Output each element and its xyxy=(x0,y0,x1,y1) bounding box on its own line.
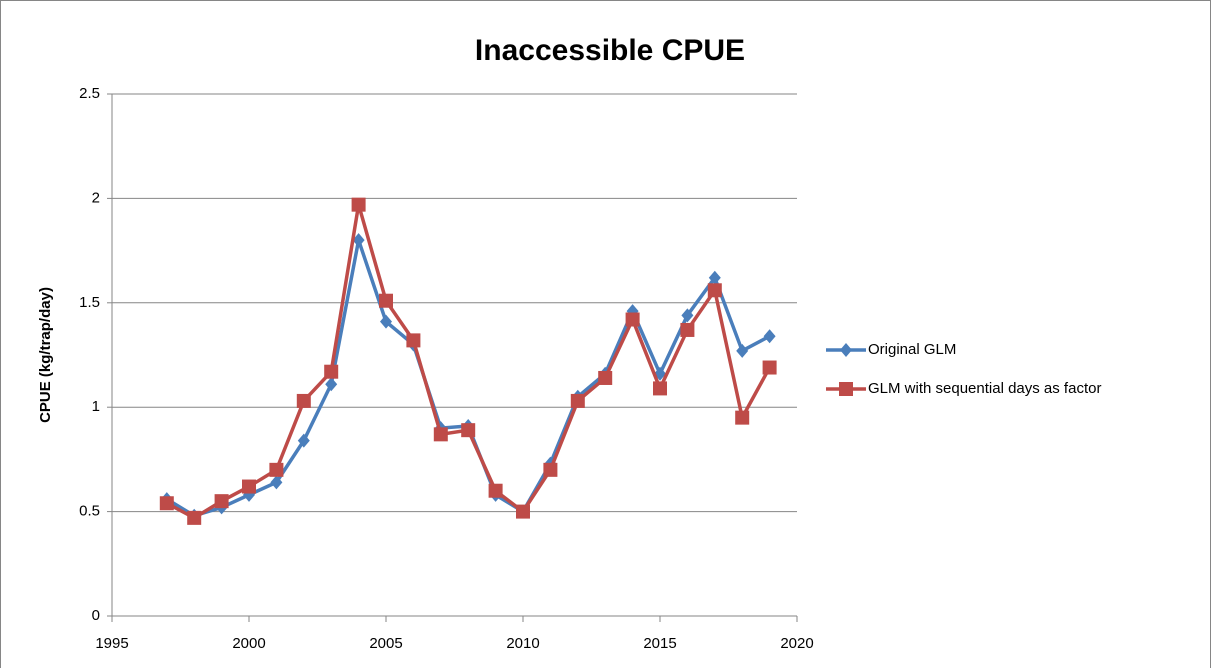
y-tick-label: 2.5 xyxy=(79,85,100,102)
data-point xyxy=(380,314,392,329)
data-point xyxy=(762,360,777,375)
legend-label: GLM with sequential days as factor xyxy=(868,380,1101,397)
y-tick-label: 0 xyxy=(92,607,100,624)
data-point xyxy=(681,308,694,323)
x-tick-label: 2015 xyxy=(643,635,676,652)
data-point xyxy=(763,329,776,344)
data-point xyxy=(653,381,667,396)
data-point xyxy=(708,270,721,285)
data-point xyxy=(352,233,365,248)
data-point xyxy=(735,410,750,425)
data-point xyxy=(242,479,256,494)
data-point xyxy=(297,433,310,448)
data-point xyxy=(543,462,558,477)
data-point xyxy=(680,322,695,337)
data-point xyxy=(625,312,640,327)
data-point xyxy=(598,370,613,385)
data-point xyxy=(324,364,339,379)
data-point xyxy=(516,504,530,519)
data-point xyxy=(406,333,421,348)
data-point xyxy=(488,483,503,498)
data-point xyxy=(379,293,393,308)
x-tick-label: 2010 xyxy=(506,635,539,652)
data-point xyxy=(570,393,585,408)
data-point xyxy=(351,197,366,212)
x-tick-label: 2020 xyxy=(780,635,813,652)
y-tick-label: 1 xyxy=(92,398,100,415)
x-tick-label: 2005 xyxy=(369,635,402,652)
data-point xyxy=(325,377,338,392)
legend-label: Original GLM xyxy=(868,341,956,358)
chart-title: Inaccessible CPUE xyxy=(475,34,745,67)
legend-marker xyxy=(840,343,852,357)
legend-marker xyxy=(839,382,853,396)
y-tick-label: 2 xyxy=(92,189,100,206)
data-point xyxy=(461,423,476,438)
y-axis-label: CPUE (kg/trap/day) xyxy=(37,287,54,423)
data-point xyxy=(269,462,284,477)
x-tick-label: 2000 xyxy=(232,635,265,652)
x-tick-label: 1995 xyxy=(95,635,128,652)
data-point xyxy=(270,475,283,490)
data-point xyxy=(187,510,202,525)
data-point xyxy=(296,393,311,408)
data-point xyxy=(707,283,722,298)
y-tick-label: 0.5 xyxy=(79,503,100,520)
data-point xyxy=(736,343,749,358)
data-point xyxy=(159,496,174,511)
data-point xyxy=(214,494,229,509)
y-tick-label: 1.5 xyxy=(79,294,100,311)
data-point xyxy=(433,427,448,442)
